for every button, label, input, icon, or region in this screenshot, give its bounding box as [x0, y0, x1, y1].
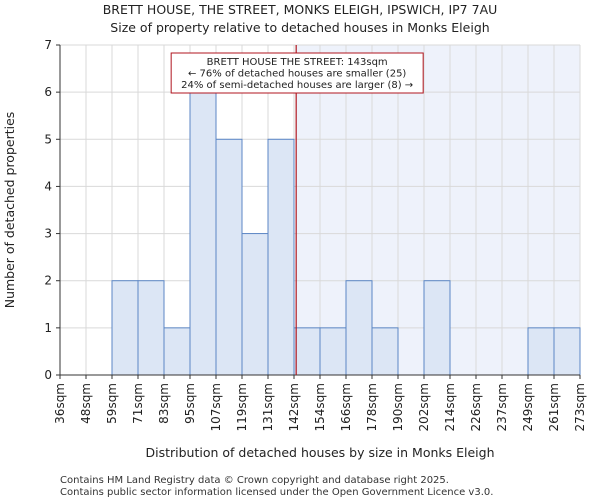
- x-tick-label: 273sqm: [573, 383, 587, 431]
- x-tick-label: 107sqm: [209, 383, 223, 431]
- bar: [293, 327, 321, 376]
- y-tick-label: 5: [44, 132, 52, 146]
- bar: [215, 138, 243, 376]
- x-tick-label: 59sqm: [105, 383, 119, 424]
- x-tick-label: 261sqm: [547, 383, 561, 431]
- bar: [111, 280, 139, 376]
- bar: [345, 280, 373, 376]
- annotation-line: ← 76% of detached houses are smaller (25…: [188, 69, 406, 80]
- x-tick-label: 226sqm: [469, 383, 483, 431]
- y-tick-label: 7: [44, 38, 52, 52]
- x-tick-label: 119sqm: [235, 383, 249, 431]
- bar: [423, 280, 451, 376]
- x-tick-label: 36sqm: [53, 383, 67, 424]
- x-tick-label: 131sqm: [261, 383, 275, 431]
- annotation-line: BRETT HOUSE THE STREET: 143sqm: [207, 57, 388, 68]
- x-tick-label: 48sqm: [79, 383, 93, 424]
- x-tick-label: 142sqm: [287, 383, 301, 431]
- y-tick-label: 0: [44, 368, 52, 382]
- y-tick-label: 4: [44, 179, 52, 193]
- y-tick-label: 3: [44, 227, 52, 241]
- plot-area: 0 1 2 3 4 5 6 7 36sqm 48sqm 59sqm 71sqm 83sqm 95sqm 10…: [44, 38, 587, 431]
- x-tick-label: 202sqm: [417, 383, 431, 431]
- bar: [189, 91, 217, 376]
- x-tick-label: 154sqm: [313, 383, 327, 431]
- y-axis-label: Number of detached properties: [2, 112, 17, 309]
- footer-line-2: Contains public sector information licen…: [60, 487, 493, 498]
- bar: [371, 327, 399, 376]
- annotation-line: 24% of semi-detached houses are larger (…: [181, 80, 413, 91]
- y-tick-label: 1: [44, 321, 52, 335]
- annotation-box: [170, 52, 424, 94]
- bar: [319, 327, 347, 376]
- chart-title: BRETT HOUSE, THE STREET, MONKS ELEIGH, I…: [103, 2, 498, 17]
- bar: [163, 327, 191, 376]
- footer-line-1: Contains HM Land Registry data © Crown c…: [60, 475, 449, 486]
- bar: [527, 327, 555, 376]
- x-axis-label: Distribution of detached houses by size …: [145, 445, 494, 460]
- x-tick-label: 178sqm: [365, 383, 379, 431]
- x-tick-label: 71sqm: [131, 383, 145, 424]
- x-tick-label: 83sqm: [157, 383, 171, 424]
- y-tick-label: 2: [44, 274, 52, 288]
- x-tick-label: 249sqm: [521, 383, 535, 431]
- bar: [267, 138, 295, 376]
- x-tick-label: 95sqm: [183, 383, 197, 424]
- y-tick-label: 6: [44, 85, 52, 99]
- bar: [137, 280, 165, 376]
- x-tick-label: 214sqm: [443, 383, 457, 431]
- x-tick-label: 190sqm: [391, 383, 405, 431]
- x-tick-label: 237sqm: [495, 383, 509, 431]
- chart-subtitle: Size of property relative to detached ho…: [110, 20, 489, 35]
- x-tick-label: 166sqm: [339, 383, 353, 431]
- bar: [241, 233, 269, 376]
- bar: [553, 327, 581, 376]
